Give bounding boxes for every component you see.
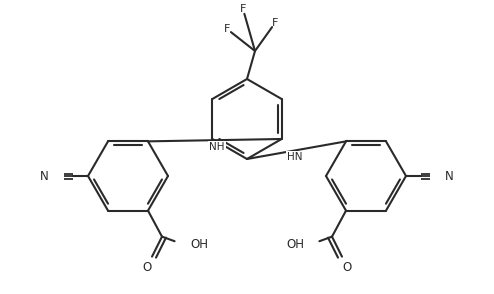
Text: N: N bbox=[445, 170, 454, 183]
Text: F: F bbox=[272, 18, 278, 28]
Text: F: F bbox=[240, 4, 246, 14]
Text: F: F bbox=[224, 24, 230, 34]
Text: NH: NH bbox=[209, 142, 225, 152]
Text: OH: OH bbox=[190, 238, 208, 251]
Text: HN: HN bbox=[287, 152, 302, 162]
Text: OH: OH bbox=[286, 238, 304, 251]
Text: N: N bbox=[40, 170, 49, 183]
Text: O: O bbox=[142, 261, 152, 274]
Text: O: O bbox=[342, 261, 352, 274]
